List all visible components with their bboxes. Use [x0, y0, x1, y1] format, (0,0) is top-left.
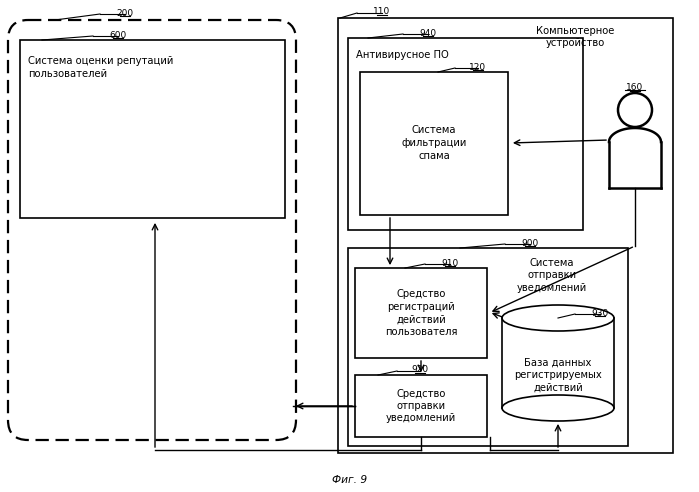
Text: 930: 930 — [591, 308, 609, 317]
Text: 600: 600 — [109, 31, 127, 39]
Bar — [360, 72, 508, 215]
Text: Система оценки репутаций
пользователей: Система оценки репутаций пользователей — [28, 56, 173, 79]
Text: Средство
отправки
уведомлений: Средство отправки уведомлений — [386, 389, 456, 424]
Bar — [20, 40, 285, 218]
Text: Система
отправки
уведомлений: Система отправки уведомлений — [517, 258, 587, 293]
Text: 120: 120 — [470, 62, 487, 71]
Bar — [502, 318, 614, 408]
Ellipse shape — [502, 395, 614, 421]
Bar — [355, 375, 487, 437]
Text: 940: 940 — [419, 29, 437, 37]
Text: Компьютерное
устройство: Компьютерное устройство — [536, 26, 614, 48]
Text: Средство
регистраций
действий
пользователя: Средство регистраций действий пользовате… — [384, 289, 457, 337]
Text: Антивирусное ПО: Антивирусное ПО — [356, 50, 449, 60]
FancyBboxPatch shape — [8, 20, 296, 440]
Text: База данных
регистрируемых
действий: База данных регистрируемых действий — [514, 358, 602, 393]
Bar — [348, 38, 583, 230]
Text: 200: 200 — [117, 8, 134, 18]
Bar — [338, 18, 673, 453]
Text: 160: 160 — [626, 84, 644, 92]
Text: Система
фильтрации
спама: Система фильтрации спама — [401, 125, 467, 161]
Text: 910: 910 — [441, 258, 459, 268]
Bar — [348, 248, 628, 446]
Bar — [355, 268, 487, 358]
Text: 110: 110 — [373, 7, 391, 17]
Text: 900: 900 — [521, 239, 539, 247]
Text: Фиг. 9: Фиг. 9 — [333, 475, 368, 485]
Text: 920: 920 — [412, 366, 428, 374]
